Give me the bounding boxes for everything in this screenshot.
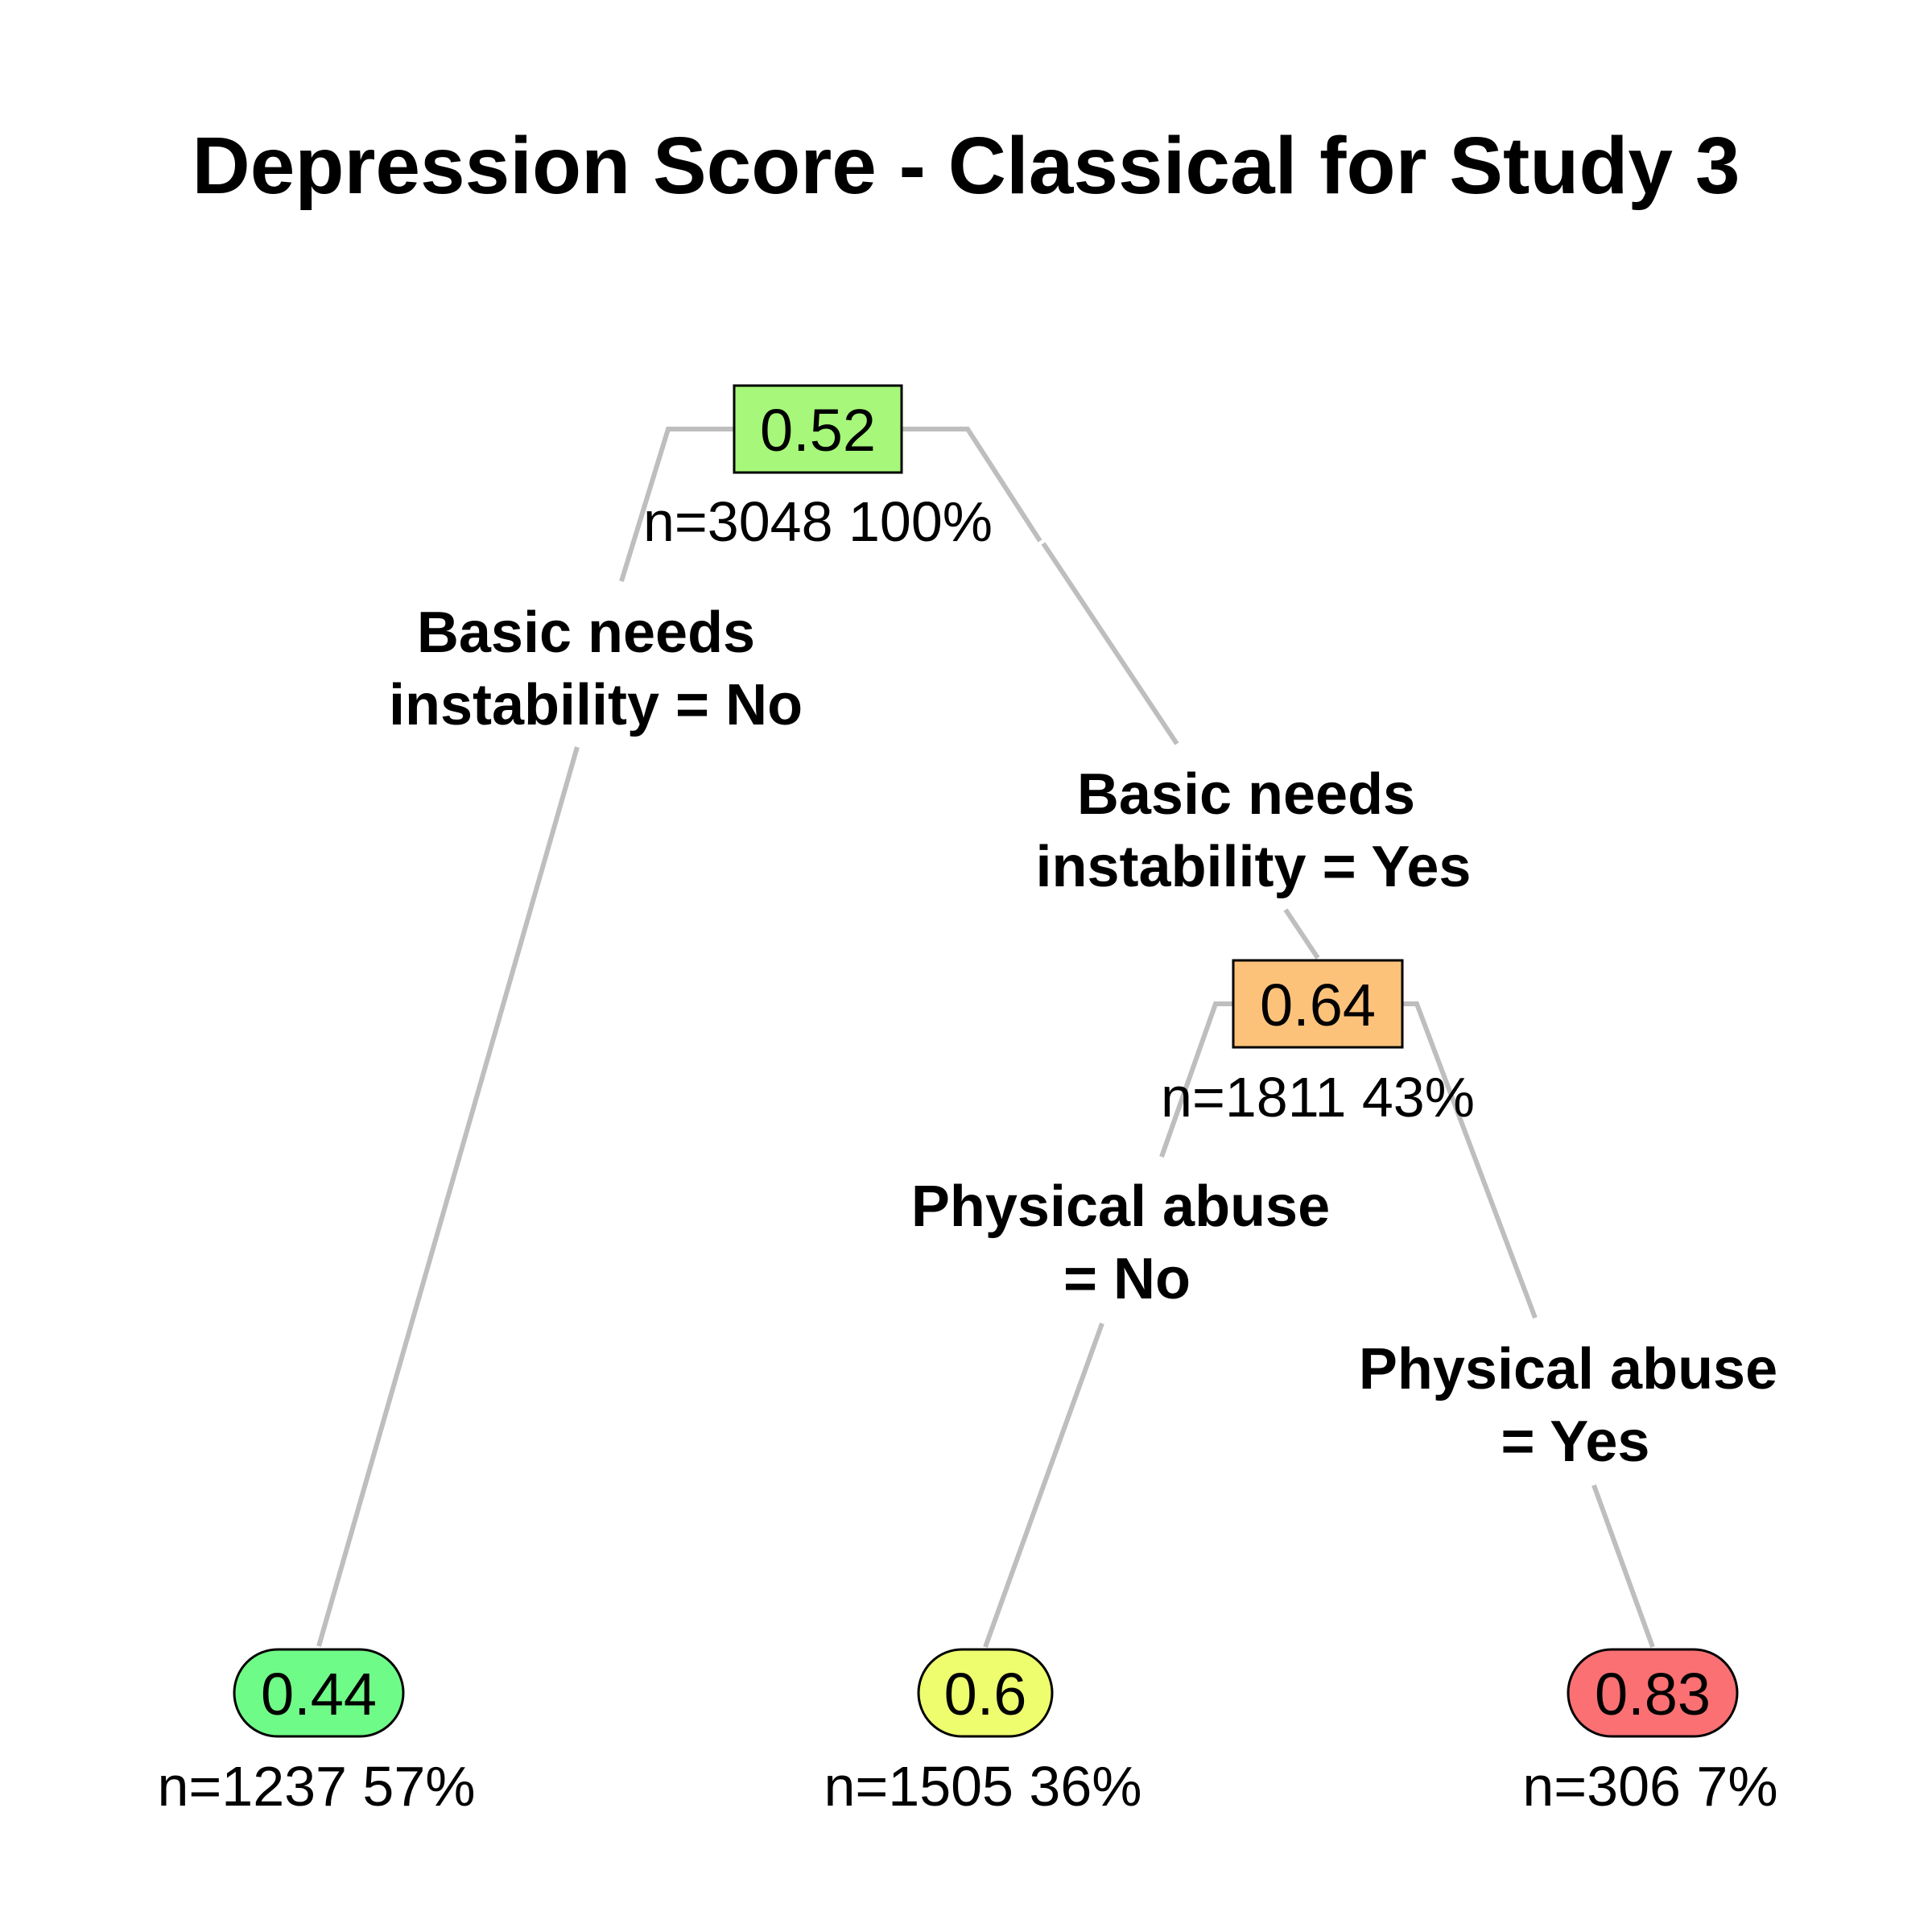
split-label-root-left: Basic needs instability = No <box>389 601 803 737</box>
node-leaf3-value: 0.83 <box>1595 1661 1711 1728</box>
node-leaf1: 0.44 n=1237 57% <box>157 1648 476 1818</box>
split-label-line2: instability = Yes <box>1036 835 1472 899</box>
split-label-inner-left: Physical abuse = No <box>911 1174 1330 1311</box>
node-leaf2-box <box>917 1648 1054 1738</box>
node-leaf1-box <box>233 1648 405 1738</box>
node-leaf3-stats: n=306 7% <box>1522 1755 1777 1818</box>
node-leaf2: 0.6 n=1505 36% <box>824 1648 1142 1818</box>
node-leaf3: 0.83 n=306 7% <box>1522 1648 1778 1818</box>
edge-inner-leaf2 <box>983 1001 1233 1649</box>
node-inner-box <box>1232 959 1404 1049</box>
node-inner-value: 0.64 <box>1260 972 1376 1038</box>
node-inner-stats: n=1811 43% <box>1161 1066 1475 1129</box>
node-leaf2-value: 0.6 <box>944 1661 1027 1728</box>
split-label-line1: Basic needs <box>1077 762 1415 827</box>
split-label-inner-right: Physical abuse = Yes <box>1359 1337 1777 1474</box>
node-leaf1-stats: n=1237 57% <box>157 1755 475 1818</box>
node-leaf1-value: 0.44 <box>261 1661 377 1728</box>
node-root: 0.52 n=3048 100% <box>643 384 993 553</box>
node-root-box <box>733 384 903 474</box>
node-inner: 0.64 n=1811 43% <box>1161 959 1475 1129</box>
node-leaf2-stats: n=1505 36% <box>824 1755 1141 1818</box>
split-label-line2: = Yes <box>1501 1410 1650 1474</box>
edge-root-leaf1 <box>316 427 734 1647</box>
edge-root-inner <box>902 427 1320 960</box>
split-label-line2: = No <box>1063 1247 1191 1311</box>
split-label-line2: instability = No <box>389 673 803 737</box>
split-label-root-right: Basic needs instability = Yes <box>1036 762 1472 899</box>
split-label-line1: Basic needs <box>417 601 755 665</box>
split-label-line1: Physical abuse <box>1359 1337 1777 1402</box>
node-leaf3-box <box>1567 1648 1739 1738</box>
split-label-line1: Physical abuse <box>911 1174 1330 1239</box>
diagram-title: Depression Score - Classical for Study 3 <box>192 121 1740 211</box>
edge-inner-leaf3 <box>1402 1001 1655 1649</box>
node-root-stats: n=3048 100% <box>643 490 993 553</box>
tree-edges <box>316 427 1655 1649</box>
node-root-value: 0.52 <box>760 397 876 464</box>
